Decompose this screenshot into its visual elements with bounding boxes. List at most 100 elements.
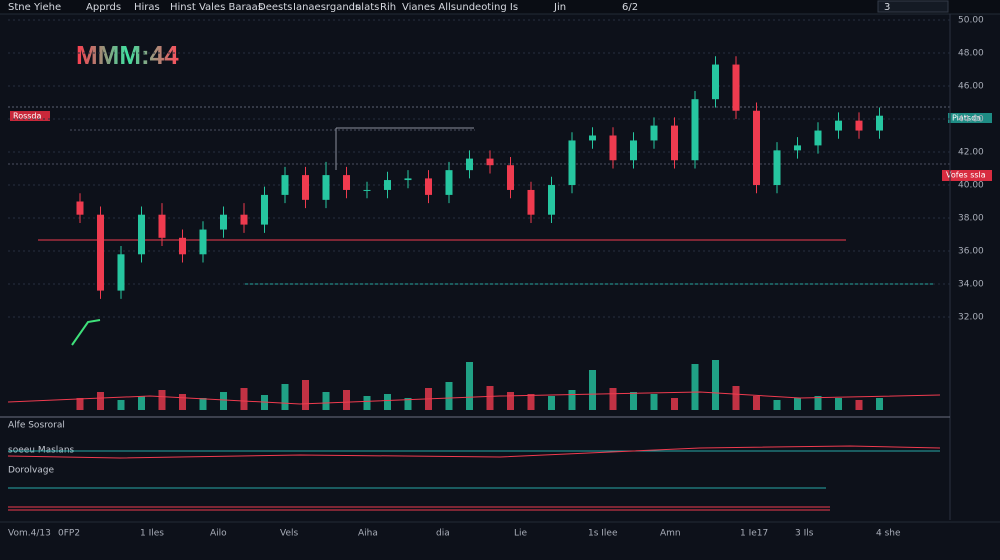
toolbar-item[interactable]: Stne [8, 2, 31, 13]
volume-bar [855, 400, 863, 410]
x-tick-label: 1 Ie17 [740, 529, 768, 539]
volume-bar [302, 380, 309, 410]
y-tick-label: 46.00 [958, 82, 984, 92]
toolbar-item[interactable]: Ianaesrgands [293, 2, 360, 13]
volume-bar [589, 370, 596, 410]
candle-body [486, 158, 494, 166]
x-tick-label: Lie [514, 529, 528, 539]
x-tick-label: Ailo [210, 529, 227, 539]
candle-body [630, 140, 637, 161]
candle-body [343, 175, 350, 190]
indicator-line [7, 445, 941, 459]
search-box[interactable] [877, 0, 949, 13]
toolbar-item[interactable]: Rih [380, 2, 396, 13]
candle-body [425, 178, 432, 195]
panel-label: Alfe Sosroral [8, 421, 65, 431]
candle-body [876, 115, 883, 131]
toolbar-bg [0, 0, 1000, 14]
toolbar-item[interactable]: Vianes Allsundeoting Is [402, 2, 518, 13]
volume-bar [384, 394, 391, 410]
x-tick-label: Vels [280, 529, 298, 539]
y-tick-label: 44.00 [958, 115, 984, 125]
candle-body [240, 214, 248, 225]
y-tick-label: 48.00 [958, 49, 984, 59]
candle-body [302, 175, 309, 200]
y-tick-label: 38.00 [958, 214, 984, 224]
candle-body [76, 201, 84, 215]
candle-body [814, 130, 822, 146]
y-tick-label: 34.00 [958, 280, 984, 290]
volume-bar [445, 382, 453, 410]
panel-label: Dorolvage [8, 466, 55, 476]
volume-bar [179, 394, 186, 410]
right-price-tag-text: Vofes ssla [946, 171, 986, 180]
candle-body [753, 110, 760, 185]
y-tick-label: 40.00 [958, 181, 984, 191]
x-tick-label: dia [436, 529, 450, 539]
volume-bar [609, 388, 617, 410]
candle-body [568, 140, 576, 185]
candle-body [732, 64, 740, 111]
volume-bar [117, 400, 125, 410]
volume-bar [507, 392, 514, 410]
volume-bar [548, 396, 555, 410]
x-tick-label: Amn [660, 529, 681, 539]
volume-bar [732, 386, 740, 410]
volume-bar [630, 392, 637, 410]
candle-body [548, 185, 555, 215]
volume-bar [876, 398, 883, 410]
x-tick-label: 3 Ils [795, 529, 814, 539]
volume-bar [220, 392, 227, 410]
toolbar-item[interactable]: Hinst Vales Baraas [170, 2, 263, 13]
chart-title: MMM:44 [76, 40, 179, 70]
toolbar-item[interactable]: Jin [553, 2, 566, 13]
candle-body [466, 158, 473, 171]
trend-arrow [71, 319, 101, 346]
toolbar-item[interactable]: Apprds [86, 2, 121, 13]
candle-body [261, 194, 268, 225]
footer-label: Vom.4/13 [8, 529, 51, 539]
volume-bar [138, 396, 145, 410]
toolbar-item[interactable]: Inlats [352, 2, 379, 13]
volume-bar [486, 386, 494, 410]
volume-bar [199, 398, 207, 410]
candle-body [322, 175, 330, 200]
candle-body [507, 165, 514, 190]
candle-body [97, 214, 104, 291]
left-price-tag-text: Rossda [13, 112, 42, 121]
candle-body [527, 189, 535, 215]
toolbar-item[interactable]: Yiehe [33, 2, 61, 13]
footer-label: 0FP2 [58, 529, 80, 539]
volume-bar [322, 392, 330, 410]
volume-bar [404, 398, 412, 410]
candle-body [117, 254, 125, 291]
y-tick-label: 36.00 [958, 247, 984, 257]
candle-body [609, 135, 617, 161]
volume-bar [650, 394, 658, 410]
candle-body [404, 178, 412, 181]
volume-average [7, 391, 941, 405]
toolbar-item[interactable]: Hiras [134, 2, 160, 13]
x-tick-label: Aiha [358, 529, 378, 539]
volume-bar [835, 398, 842, 410]
toolbar-item[interactable]: 6/2 [622, 2, 638, 13]
toolbar-item[interactable]: Deests [258, 2, 292, 13]
volume-bar [794, 398, 801, 410]
volume-bar [568, 390, 576, 410]
y-tick-label: 32.00 [958, 313, 984, 323]
volume-bar [76, 398, 84, 410]
volume-bar [814, 396, 822, 410]
right-price-tag-text: Piatsda [952, 114, 981, 123]
x-tick-label: 1s Ilee [588, 529, 618, 539]
candle-body [671, 125, 678, 161]
candle-body [220, 214, 227, 230]
candle-body [384, 180, 391, 190]
x-tick-label: 4 she [876, 529, 901, 539]
candle-body [363, 189, 371, 191]
candle-body [445, 170, 453, 195]
volume-bar [753, 396, 760, 410]
candle-body [281, 175, 289, 195]
volume-bar [281, 384, 289, 410]
plot: 32.00 34.00 36.00 38.00 40.00 42.00 44.00 46.00… [7, 16, 984, 410]
